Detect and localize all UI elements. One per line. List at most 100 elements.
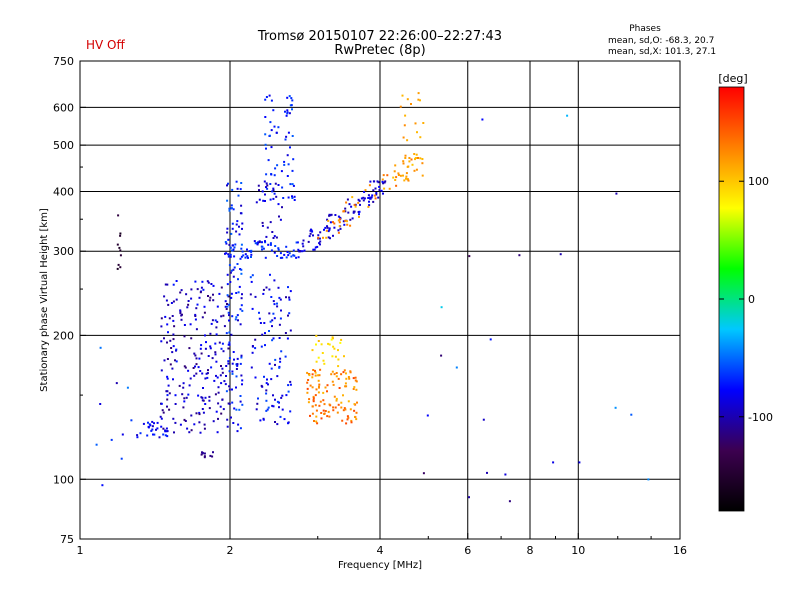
data-point [415,168,418,171]
data-point [345,372,347,375]
data-point [368,204,371,207]
data-point [313,248,316,251]
data-point [204,334,206,337]
data-point [269,320,272,323]
data-point [322,236,324,239]
data-point [267,243,270,246]
data-point [402,160,405,163]
data-point [340,373,343,376]
data-point [323,362,326,365]
data-point [228,319,230,322]
data-point [280,396,283,399]
data-point [214,353,217,356]
data-point [360,197,363,200]
data-point [271,190,274,193]
data-point [355,388,358,391]
data-point [212,293,214,296]
data-point [285,394,288,397]
x-tick-label: 8 [527,544,534,557]
data-point [332,406,335,409]
data-point [227,347,230,350]
data-point [264,133,267,136]
data-point [382,192,384,195]
data-point [338,225,341,228]
data-point [274,182,277,185]
data-point [187,369,190,372]
data-point [160,325,163,328]
data-point [171,351,174,354]
data-point [202,411,205,414]
data-point [416,131,418,134]
data-point [228,243,231,246]
data-point [241,222,244,225]
data-point [261,333,264,336]
data-point [162,427,165,430]
data-point [291,99,294,102]
data-point [202,387,204,389]
data-point [354,376,357,379]
data-point [322,409,325,412]
y-axis-label: Stationary phase Virtual Height [km] [39,208,50,392]
data-point [226,199,229,202]
data-point [180,318,183,321]
data-point [236,263,239,265]
data-point [194,354,197,357]
data-point [289,380,292,383]
data-point [327,230,330,233]
data-point [147,426,150,429]
data-point [421,158,424,160]
data-point [279,357,282,360]
data-point [203,305,206,308]
data-point [260,384,263,387]
data-point [197,394,200,397]
data-point [244,253,247,256]
data-point [287,314,289,317]
data-point [221,398,224,401]
data-point [286,251,289,253]
data-point [311,405,314,408]
data-point [160,317,163,320]
data-point [228,370,231,373]
data-point [224,241,227,243]
data-point [235,408,238,411]
data-point [264,193,266,196]
data-point [287,286,289,289]
data-point [110,438,113,441]
data-point [324,226,327,229]
data-point [227,311,230,314]
data-point [292,158,295,161]
data-point [364,189,367,192]
data-point [203,456,206,459]
data-point [240,374,243,377]
data-point [237,278,239,281]
data-point [337,219,340,222]
data-point [332,345,335,348]
data-point [410,103,412,105]
data-point [354,203,357,206]
data-points [95,92,650,503]
data-point [559,253,562,256]
data-point [359,203,361,206]
data-point [263,322,266,324]
data-point [265,147,267,150]
data-point [269,243,272,246]
data-point [328,343,331,346]
data-point [382,174,385,177]
data-point [408,160,411,163]
data-point [119,266,122,269]
data-point [258,317,261,320]
data-point [172,378,174,381]
data-point [227,362,230,365]
data-point [295,241,298,244]
data-point [271,231,274,233]
info-line-x: mean, sd,X: 101.3, 27.1 [608,47,716,57]
colorbar-label: [deg] [718,72,747,85]
data-point [268,288,271,291]
data-point [239,323,242,326]
data-point [187,393,190,396]
data-point [226,418,229,421]
data-point [218,292,221,295]
data-point [267,406,270,409]
data-point [288,296,291,299]
data-point [346,220,348,223]
